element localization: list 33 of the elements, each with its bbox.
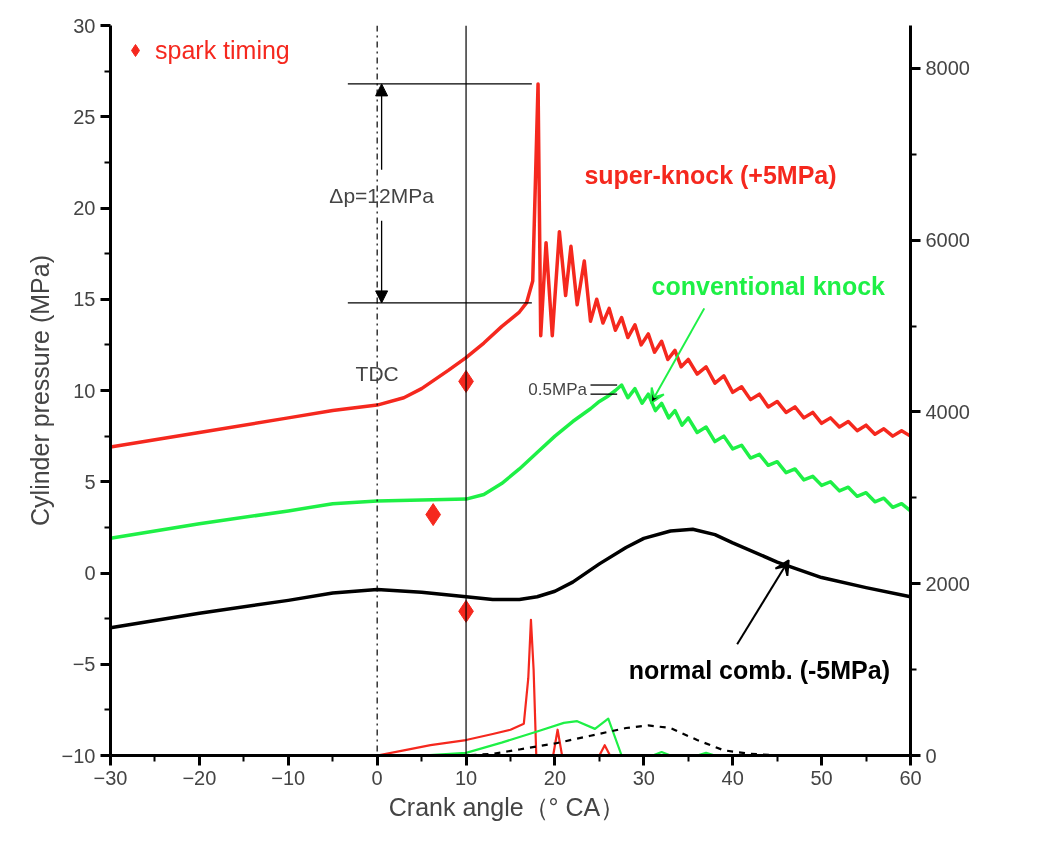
x-tick-label: 50 <box>810 766 833 789</box>
y-tick-label: −5 <box>72 653 96 676</box>
y-tick-label: 10 <box>73 379 96 402</box>
y2-tick-label: 2000 <box>925 572 970 595</box>
x-tick-label: −20 <box>182 766 217 789</box>
y2-tick-label: 6000 <box>925 229 970 252</box>
x-tick-label: 40 <box>721 766 744 789</box>
annotation: 0.5MPa <box>528 380 588 400</box>
x-tick-label: 20 <box>543 766 567 789</box>
y2-tick-label: 4000 <box>925 400 970 423</box>
x-tick-label: 0 <box>371 766 383 789</box>
ref-line-label: TDC <box>355 362 399 386</box>
y2-tick-label: 0 <box>925 744 937 767</box>
y2-tick-label: 8000 <box>925 57 970 80</box>
x-tick-label: 30 <box>632 766 655 789</box>
x-tick-label: 60 <box>899 766 922 789</box>
text: conventional knock <box>651 272 886 301</box>
x-tick-label: −30 <box>93 766 128 789</box>
y-axis-title: Cylinder pressure (MPa) <box>25 255 54 526</box>
y-tick-label: −10 <box>61 744 96 767</box>
y-tick-label: 25 <box>73 105 96 128</box>
y-tick-label: 5 <box>84 470 96 493</box>
y-tick-label: 15 <box>73 288 96 311</box>
y-tick-label: 20 <box>73 197 96 219</box>
text: normal comb. (-5MPa) <box>628 655 890 684</box>
x-tick-label: 10 <box>454 766 478 789</box>
legend-label: spark timing <box>155 35 290 65</box>
annotation: Δp=12MPa <box>329 183 435 207</box>
x-axis-title: Crank angle（° CA） <box>388 792 626 821</box>
y-tick-label: 0 <box>84 562 96 584</box>
series-label: super-knock (+5MPa) <box>584 161 837 190</box>
x-tick-label: −10 <box>271 766 306 789</box>
y-tick-label: 30 <box>73 14 96 37</box>
